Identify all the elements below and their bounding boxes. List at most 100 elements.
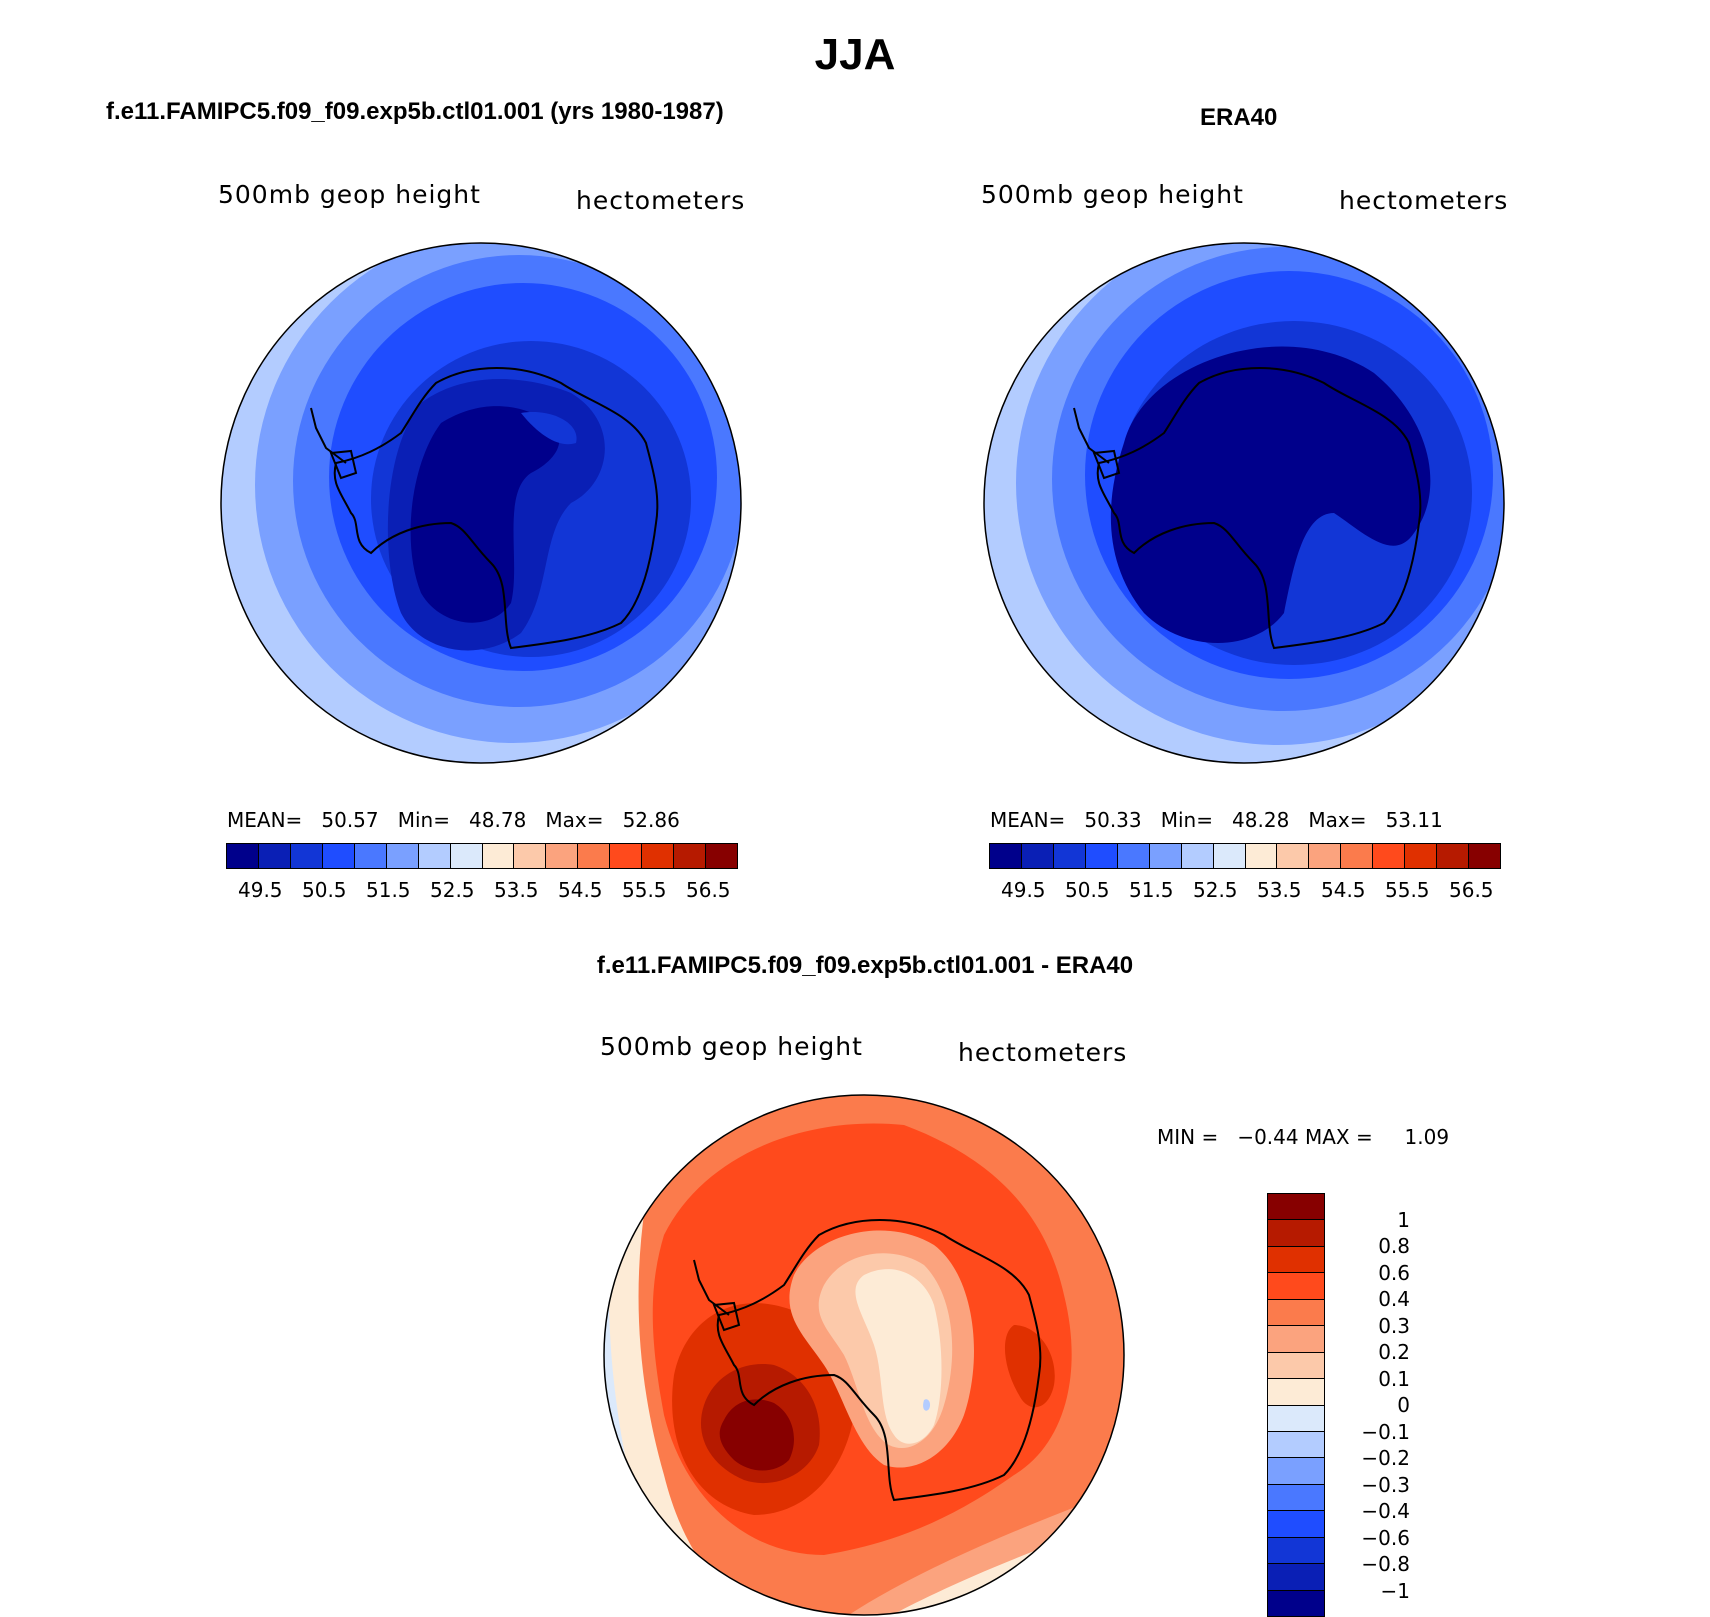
- colorbar-diff-tick-label: −0.3: [1361, 1472, 1410, 1497]
- colorbar-diff-tick-label: 0.3: [1378, 1313, 1410, 1338]
- stats-diff: MIN = −0.44 MAX = 1.09: [1157, 1125, 1450, 1149]
- colorbar-obs-swatch: [1245, 844, 1278, 868]
- colorbar-obs-swatch: [1117, 844, 1150, 868]
- colorbar-obs-swatch: [1085, 844, 1118, 868]
- colorbar-model-swatch: [546, 844, 579, 868]
- colorbar-diff-swatch: [1268, 1352, 1324, 1380]
- colorbar-ticks-diff: 1 0.8 0.6 0.4 0.3 0.2 0.1 0 −0.1 −0.2 −0.3 −0.4 −0.6…: [1332, 1193, 1422, 1617]
- colorbar-obs-tick-label: 50.5: [1065, 878, 1110, 902]
- colorbar-diff-tick-label: −0.2: [1361, 1446, 1410, 1470]
- colorbar-diff-tick-label: 1: [1397, 1207, 1410, 1232]
- colorbar-diff-tick-label: −0.4: [1361, 1499, 1410, 1523]
- colorbar-obs: [989, 843, 1501, 869]
- colorbar-diff-swatch: [1268, 1590, 1324, 1616]
- colorbar-diff-tick-label: −0.6: [1361, 1525, 1410, 1550]
- colorbar-diff-swatch: [1268, 1273, 1324, 1300]
- colorbar-diff-swatch: [1268, 1431, 1324, 1459]
- colorbar-diff-tick-label: −0.8: [1361, 1552, 1410, 1576]
- colorbar-obs-swatch: [1405, 844, 1438, 868]
- colorbar-diff-tick-label: 0.1: [1378, 1366, 1410, 1391]
- colorbar-diff-swatch: [1268, 1458, 1324, 1485]
- colorbar-diff: [1267, 1193, 1325, 1617]
- colorbar-obs-tick-label: 56.5: [1449, 878, 1494, 902]
- colorbar-model-tick-label: 56.5: [686, 878, 731, 902]
- figure-title: JJA: [814, 30, 896, 79]
- colorbar-obs-swatch: [1149, 844, 1182, 868]
- colorbar-diff-swatch: [1268, 1299, 1324, 1327]
- colorbar-obs-swatch: [1309, 844, 1342, 868]
- units-label-diff: hectometers: [958, 1038, 1128, 1067]
- colorbar-diff-swatch: [1268, 1220, 1324, 1247]
- colorbar-diff-swatch: [1268, 1326, 1324, 1353]
- colorbar-model-swatch: [482, 844, 515, 868]
- colorbar-obs-swatch: [1021, 844, 1054, 868]
- colorbar-model-tick-label: 50.5: [302, 878, 347, 902]
- colorbar-diff-swatch: [1268, 1537, 1324, 1565]
- colorbar-obs-tick-label: 55.5: [1385, 878, 1430, 902]
- colorbar-obs-tick-label: 54.5: [1321, 878, 1366, 902]
- colorbar-ticks-obs: 49.5 50.5 51.5 52.5 53.5 54.5 55.5 56.5: [989, 878, 1501, 904]
- polar-map-model: [220, 242, 742, 764]
- stats-obs: MEAN= 50.33 Min= 48.28 Max= 53.11: [990, 808, 1443, 832]
- colorbar-model-swatch: [610, 844, 643, 868]
- colorbar-model-tick-label: 49.5: [238, 878, 283, 902]
- colorbar-model-swatch: [258, 844, 291, 868]
- variable-label-obs: 500mb geop height: [981, 180, 1244, 209]
- colorbar-diff-tick-label: 0.6: [1378, 1260, 1410, 1285]
- colorbar-model-tick-label: 53.5: [494, 878, 539, 902]
- colorbar-obs-tick-label: 53.5: [1257, 878, 1302, 902]
- colorbar-diff-tick-label: 0.4: [1378, 1287, 1410, 1311]
- colorbar-diff-swatch: [1268, 1564, 1324, 1591]
- colorbar-diff-tick-label: 0.2: [1378, 1340, 1410, 1364]
- colorbar-diff-swatch: [1268, 1246, 1324, 1274]
- colorbar-diff-tick-label: 0.8: [1378, 1234, 1410, 1258]
- units-label-model: hectometers: [576, 186, 746, 215]
- colorbar-model-swatch: [418, 844, 451, 868]
- colorbar-model-swatch: [706, 844, 737, 868]
- colorbar-model-swatch: [450, 844, 483, 868]
- polar-map-obs: [983, 242, 1505, 764]
- colorbar-model-swatch: [578, 844, 611, 868]
- colorbar-diff-tick-label: 0: [1397, 1393, 1410, 1417]
- antarctica-coastline: [1096, 367, 1422, 650]
- colorbar-obs-swatch: [1373, 844, 1406, 868]
- colorbar-model-swatch: [514, 844, 547, 868]
- colorbar-model-swatch: [674, 844, 707, 868]
- antarctica-coastline: [716, 1219, 1042, 1502]
- colorbar-obs-tick-label: 51.5: [1129, 878, 1174, 902]
- colorbar-model-swatch: [354, 844, 387, 868]
- antarctica-coastline: [333, 367, 659, 650]
- polar-map-diff: [603, 1094, 1125, 1616]
- units-label-obs: hectometers: [1339, 186, 1509, 215]
- colorbar-model-swatch: [227, 844, 259, 868]
- colorbar-obs-swatch: [990, 844, 1022, 868]
- colorbar-model-swatch: [290, 844, 323, 868]
- colorbar-obs-swatch: [1181, 844, 1214, 868]
- colorbar-obs-swatch: [1053, 844, 1086, 868]
- colorbar-obs-swatch: [1469, 844, 1500, 868]
- colorbar-model-tick-label: 55.5: [622, 878, 667, 902]
- panel-title-diff: f.e11.FAMIPC5.f09_f09.exp5b.ctl01.001 - …: [596, 952, 1134, 979]
- panel-title-obs: ERA40: [1200, 104, 1278, 131]
- colorbar-obs-swatch: [1277, 844, 1310, 868]
- colorbar-diff-swatch: [1268, 1379, 1324, 1406]
- colorbar-obs-swatch: [1341, 844, 1374, 868]
- colorbar-ticks-model: 49.5 50.5 51.5 52.5 53.5 54.5 55.5 56.5: [226, 878, 738, 904]
- colorbar-model-tick-label: 54.5: [558, 878, 603, 902]
- colorbar-model-tick-label: 52.5: [430, 878, 475, 902]
- colorbar-model: [226, 843, 738, 869]
- colorbar-model-swatch: [642, 844, 675, 868]
- variable-label-diff: 500mb geop height: [600, 1032, 863, 1061]
- panel-title-model: f.e11.FAMIPC5.f09_f09.exp5b.ctl01.001 (y…: [106, 98, 724, 125]
- colorbar-model-swatch: [386, 844, 419, 868]
- colorbar-obs-tick-label: 49.5: [1001, 878, 1046, 902]
- colorbar-diff-swatch: [1268, 1511, 1324, 1538]
- colorbar-diff-swatch: [1268, 1405, 1324, 1432]
- colorbar-diff-swatch: [1268, 1194, 1324, 1221]
- colorbar-diff-tick-label: −1: [1380, 1578, 1410, 1603]
- colorbar-obs-tick-label: 52.5: [1193, 878, 1238, 902]
- variable-label-model: 500mb geop height: [218, 180, 481, 209]
- colorbar-model-swatch: [322, 844, 355, 868]
- colorbar-obs-swatch: [1213, 844, 1246, 868]
- colorbar-model-tick-label: 51.5: [366, 878, 411, 902]
